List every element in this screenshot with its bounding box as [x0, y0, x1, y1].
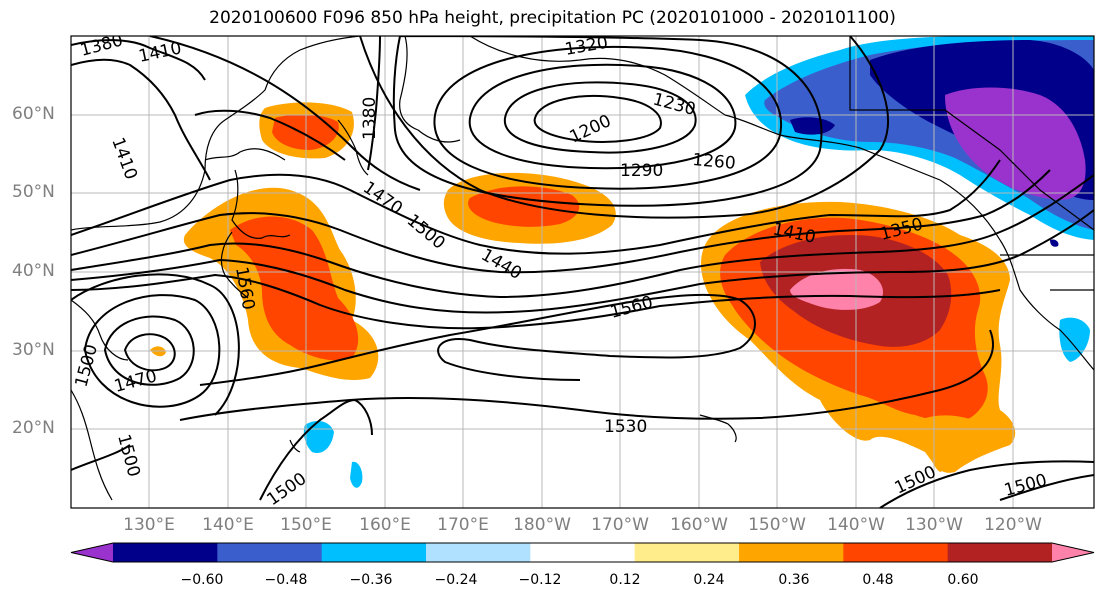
lon-label: 180°W [513, 515, 571, 535]
lon-label: 150°E [280, 515, 332, 535]
colorbar-label: −0.60 [180, 572, 224, 588]
colorbar-label: 0.24 [693, 572, 725, 588]
lon-label: 120°W [984, 515, 1042, 535]
contour-label: 1290 [620, 161, 663, 181]
coastlines [71, 36, 1094, 501]
lon-label: 150°W [748, 515, 806, 535]
colorbar-swatch [739, 543, 844, 562]
contour-label: 1260 [692, 150, 737, 174]
colorbar-swatch [843, 543, 949, 562]
colorbar-label: 0.60 [947, 572, 979, 588]
colorbar-extend-high [1052, 543, 1094, 562]
map-panel: 1380 1410 1320 1230 1200 1260 1290 1380 … [71, 33, 1094, 508]
lat-label: 60°N [12, 104, 55, 124]
colorbar-swatch [530, 543, 636, 562]
lon-label: 130°E [123, 515, 175, 535]
colorbar-outline [70, 542, 1095, 563]
lon-label: 130°W [905, 515, 963, 535]
colorbar-swatch [321, 543, 427, 562]
lat-label: 50°N [12, 182, 55, 202]
lat-label: 20°N [12, 418, 55, 438]
map-title: 2020100600 F096 850 hPa height, precipit… [209, 8, 896, 28]
colorbar-swatch [217, 543, 323, 562]
lat-label: 30°N [12, 340, 55, 360]
contour-label: 1380 [360, 97, 380, 140]
lon-label: 170°E [437, 515, 489, 535]
colorbar-label: 0.12 [609, 572, 641, 588]
colorbar-label: −0.24 [434, 572, 478, 588]
map-frame [70, 35, 1095, 509]
precip-negative-shading [303, 36, 1094, 488]
colorbar-swatch [113, 543, 218, 562]
colorbar [70, 542, 1095, 563]
lon-label: 140°E [202, 515, 254, 535]
contour-label: 1320 [563, 33, 609, 60]
colorbar-label: −0.12 [518, 572, 562, 588]
lon-label: 170°W [591, 515, 649, 535]
precip-positive-shading [150, 102, 1016, 473]
height-contours [71, 36, 1094, 508]
colorbar-extend-low [71, 543, 113, 562]
colorbar-swatch [634, 543, 740, 562]
lat-label: 40°N [12, 261, 55, 281]
lon-label: 140°W [827, 515, 885, 535]
colorbar-swatch [426, 543, 531, 562]
contour-label: 1530 [604, 417, 647, 437]
colorbar-label: 0.36 [778, 572, 810, 588]
lon-label: 160°W [670, 515, 728, 535]
colorbar-swatch [947, 543, 1053, 562]
colorbar-label: 0.48 [862, 572, 894, 588]
colorbar-label: −0.48 [264, 572, 308, 588]
lon-label: 160°E [359, 515, 411, 535]
colorbar-label: −0.36 [349, 572, 393, 588]
